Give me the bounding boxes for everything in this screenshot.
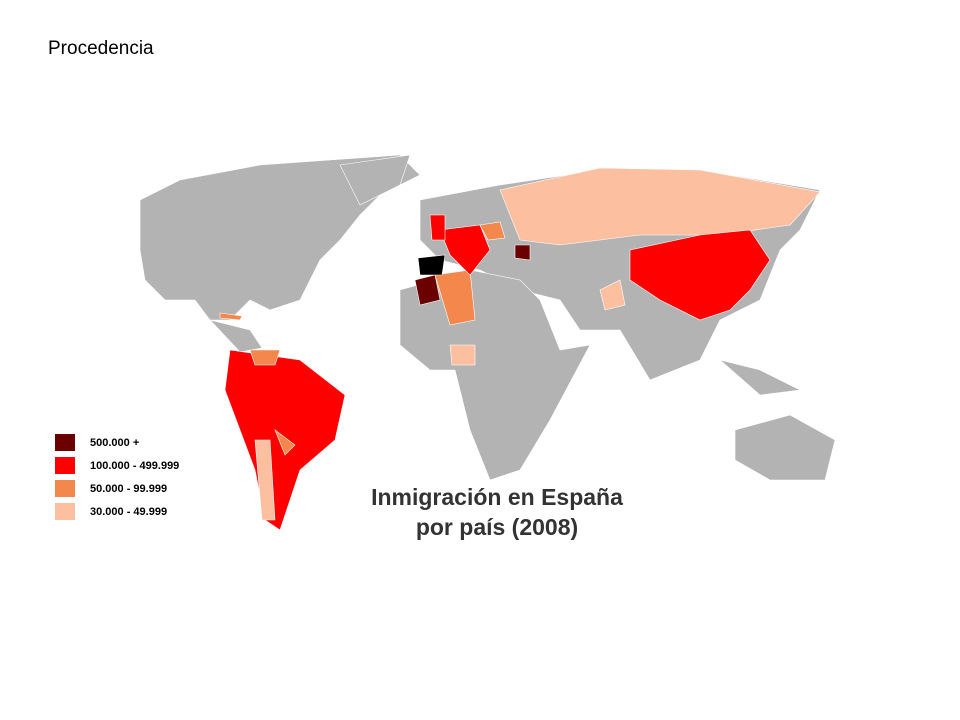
legend-swatch <box>55 503 75 520</box>
spain <box>417 254 446 276</box>
nigeria <box>449 344 476 366</box>
indonesia <box>719 359 802 396</box>
australia <box>734 414 836 481</box>
western-europe <box>439 224 491 276</box>
romania <box>514 244 531 261</box>
venezuela <box>249 349 281 366</box>
greenland <box>339 154 411 206</box>
legend-label: 50.000 - 99.999 <box>90 483 167 495</box>
legend-label: 500.000 + <box>90 437 139 449</box>
uk <box>429 214 446 241</box>
map-title: Inmigración en España <box>371 484 623 510</box>
pakistan <box>599 279 626 311</box>
caribbean <box>219 312 243 321</box>
legend-swatch <box>55 480 75 497</box>
china <box>629 229 771 321</box>
poland <box>479 221 506 241</box>
bolivia <box>274 429 296 456</box>
map-title: por país (2008) <box>416 514 578 540</box>
legend-swatch <box>55 457 75 474</box>
north-america <box>139 154 421 321</box>
legend-label: 100.000 - 499.999 <box>90 460 179 472</box>
chile <box>254 439 276 521</box>
algeria <box>434 269 476 326</box>
russia <box>499 167 821 246</box>
africa <box>399 269 591 481</box>
morocco <box>414 274 441 306</box>
legend: 500.000 + 100.000 - 499.999 50.000 - 99.99… <box>55 434 179 520</box>
legend-label: 30.000 - 49.999 <box>90 506 167 518</box>
central-america <box>209 319 263 353</box>
slide-title: Procedencia <box>48 38 154 59</box>
legend-swatch <box>55 434 75 451</box>
countries <box>219 167 821 531</box>
